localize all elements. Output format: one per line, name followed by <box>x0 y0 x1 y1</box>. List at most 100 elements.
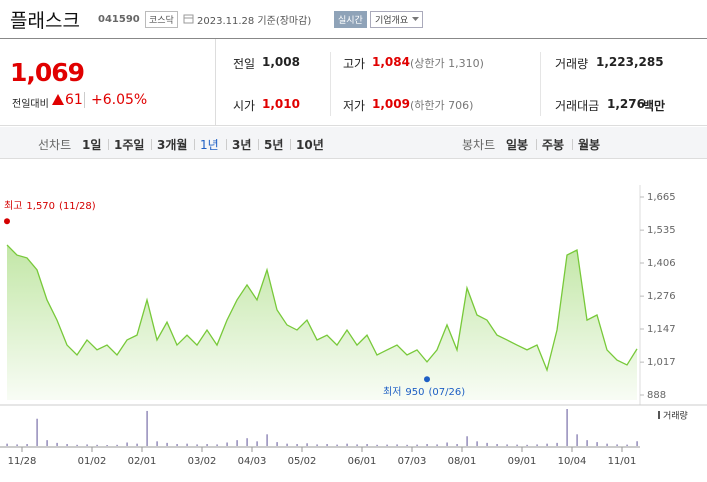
volume-bar <box>6 443 8 446</box>
volume-bar <box>346 443 348 446</box>
volume-bar <box>286 443 288 446</box>
quote-label: 거래량 <box>555 57 589 71</box>
legend-swatch <box>658 411 660 419</box>
period-tab[interactable]: 3년 <box>232 138 252 152</box>
volume-bar <box>496 444 498 446</box>
volume-bar <box>306 443 308 446</box>
up-arrow <box>52 94 64 105</box>
quote-unit: 백만 <box>643 99 666 113</box>
volume-bar <box>266 434 268 446</box>
quote-value: 1,084 <box>372 55 410 69</box>
quote-value: 1,223,285 <box>596 55 664 69</box>
x-tick-label: 09/01 <box>508 456 537 467</box>
y-tick-label: 1,147 <box>647 324 676 335</box>
volume-bar <box>146 410 148 446</box>
tab-bar <box>0 127 707 159</box>
period-tab[interactable]: 1주일 <box>114 138 145 152</box>
overview-label: 기업개요 <box>375 16 409 26</box>
low-annotation: 최저 950 (07/26) <box>383 386 465 398</box>
low-marker <box>424 376 430 383</box>
annotation-part: 최저 <box>383 386 401 398</box>
volume-bar <box>116 444 118 446</box>
volume-bar <box>456 444 458 446</box>
volume-bar <box>86 444 88 446</box>
volume-bar <box>566 409 568 446</box>
area <box>7 244 637 400</box>
y-tick-label: 1,276 <box>647 291 676 302</box>
period-tab[interactable]: 10년 <box>296 138 324 152</box>
quote-value: 1,010 <box>262 97 300 111</box>
candle-tab[interactable]: 일봉 <box>506 138 529 152</box>
volume-bar <box>56 442 58 446</box>
period-tab[interactable]: 1일 <box>82 138 102 152</box>
volume-bar <box>26 444 28 446</box>
x-tick-label: 05/02 <box>288 456 317 467</box>
y-tick-label: 1,017 <box>647 357 676 368</box>
divider <box>536 139 537 150</box>
volume-bar <box>536 444 538 446</box>
y-tick-label: 1,406 <box>647 258 676 269</box>
realtime-badge[interactable]: 실시간 <box>334 11 367 28</box>
divider <box>215 39 216 126</box>
divider <box>151 139 152 150</box>
volume-bar <box>466 436 468 446</box>
y-tick-label: 1,535 <box>647 225 676 236</box>
annotation-part: (11/28) <box>59 201 96 212</box>
divider <box>540 52 541 116</box>
divider <box>108 139 109 150</box>
x-tick-label: 03/02 <box>188 456 217 467</box>
quote-label: 저가 <box>343 99 366 113</box>
volume-bar <box>156 441 158 446</box>
volume-bar <box>396 444 398 446</box>
annotation-part: (07/26) <box>429 387 466 398</box>
volume-bar <box>586 440 588 446</box>
volume-bar <box>296 444 298 446</box>
x-tick-label: 02/01 <box>128 456 157 467</box>
volume-bar <box>46 440 48 446</box>
volume-bar <box>36 418 38 446</box>
volume-bar <box>436 444 438 446</box>
dropdown-arrow <box>412 17 420 21</box>
x-tick-label: 06/01 <box>348 456 377 467</box>
divider <box>84 92 85 108</box>
annotation-part: 1,570 <box>26 201 55 212</box>
tab-group-label: 봉차트 <box>462 138 496 152</box>
volume-bar <box>636 441 638 446</box>
volume-bar <box>516 444 518 446</box>
volume-bar <box>386 444 388 446</box>
volume-bar <box>526 444 528 446</box>
x-tick-label: 11/28 <box>8 456 37 467</box>
candle-tab[interactable]: 월봉 <box>578 138 601 152</box>
quote-label: 고가 <box>343 57 366 71</box>
volume-bar <box>376 444 378 446</box>
quote-label: 전일 <box>233 57 256 71</box>
candle-tab[interactable]: 주봉 <box>542 138 565 152</box>
x-tick-label: 01/02 <box>78 456 107 467</box>
change-label: 전일대비 <box>12 99 49 110</box>
current-price: 1,069 <box>10 58 85 87</box>
volume-bar <box>626 444 628 446</box>
volume-bar <box>506 444 508 446</box>
high-annotation: 최고 1,570 (11/28) <box>4 200 96 212</box>
period-tab[interactable]: 1년 <box>200 138 219 152</box>
overview-button[interactable]: 기업개요 <box>370 11 424 28</box>
y-tick-label: 1,665 <box>647 192 676 203</box>
quote-value: 1,008 <box>262 55 300 69</box>
volume-bar <box>556 442 558 446</box>
period-tab[interactable]: 3개월 <box>157 138 188 152</box>
volume-bar <box>486 442 488 446</box>
volume-bar <box>206 444 208 446</box>
x-tick-label: 10/04 <box>558 456 587 467</box>
quote-value: 1,009 <box>372 97 410 111</box>
annotation-part: 950 <box>405 387 424 398</box>
volume-bar <box>576 434 578 446</box>
quote-note: (하한가 706) <box>410 99 474 112</box>
volume-bar <box>76 444 78 446</box>
volume-bar <box>256 441 258 446</box>
volume-bar <box>476 441 478 446</box>
volume-bar <box>136 443 138 446</box>
divider <box>572 139 573 150</box>
quote-label: 시가 <box>233 99 256 113</box>
change: 61 <box>65 92 83 108</box>
period-tab[interactable]: 5년 <box>264 138 284 152</box>
